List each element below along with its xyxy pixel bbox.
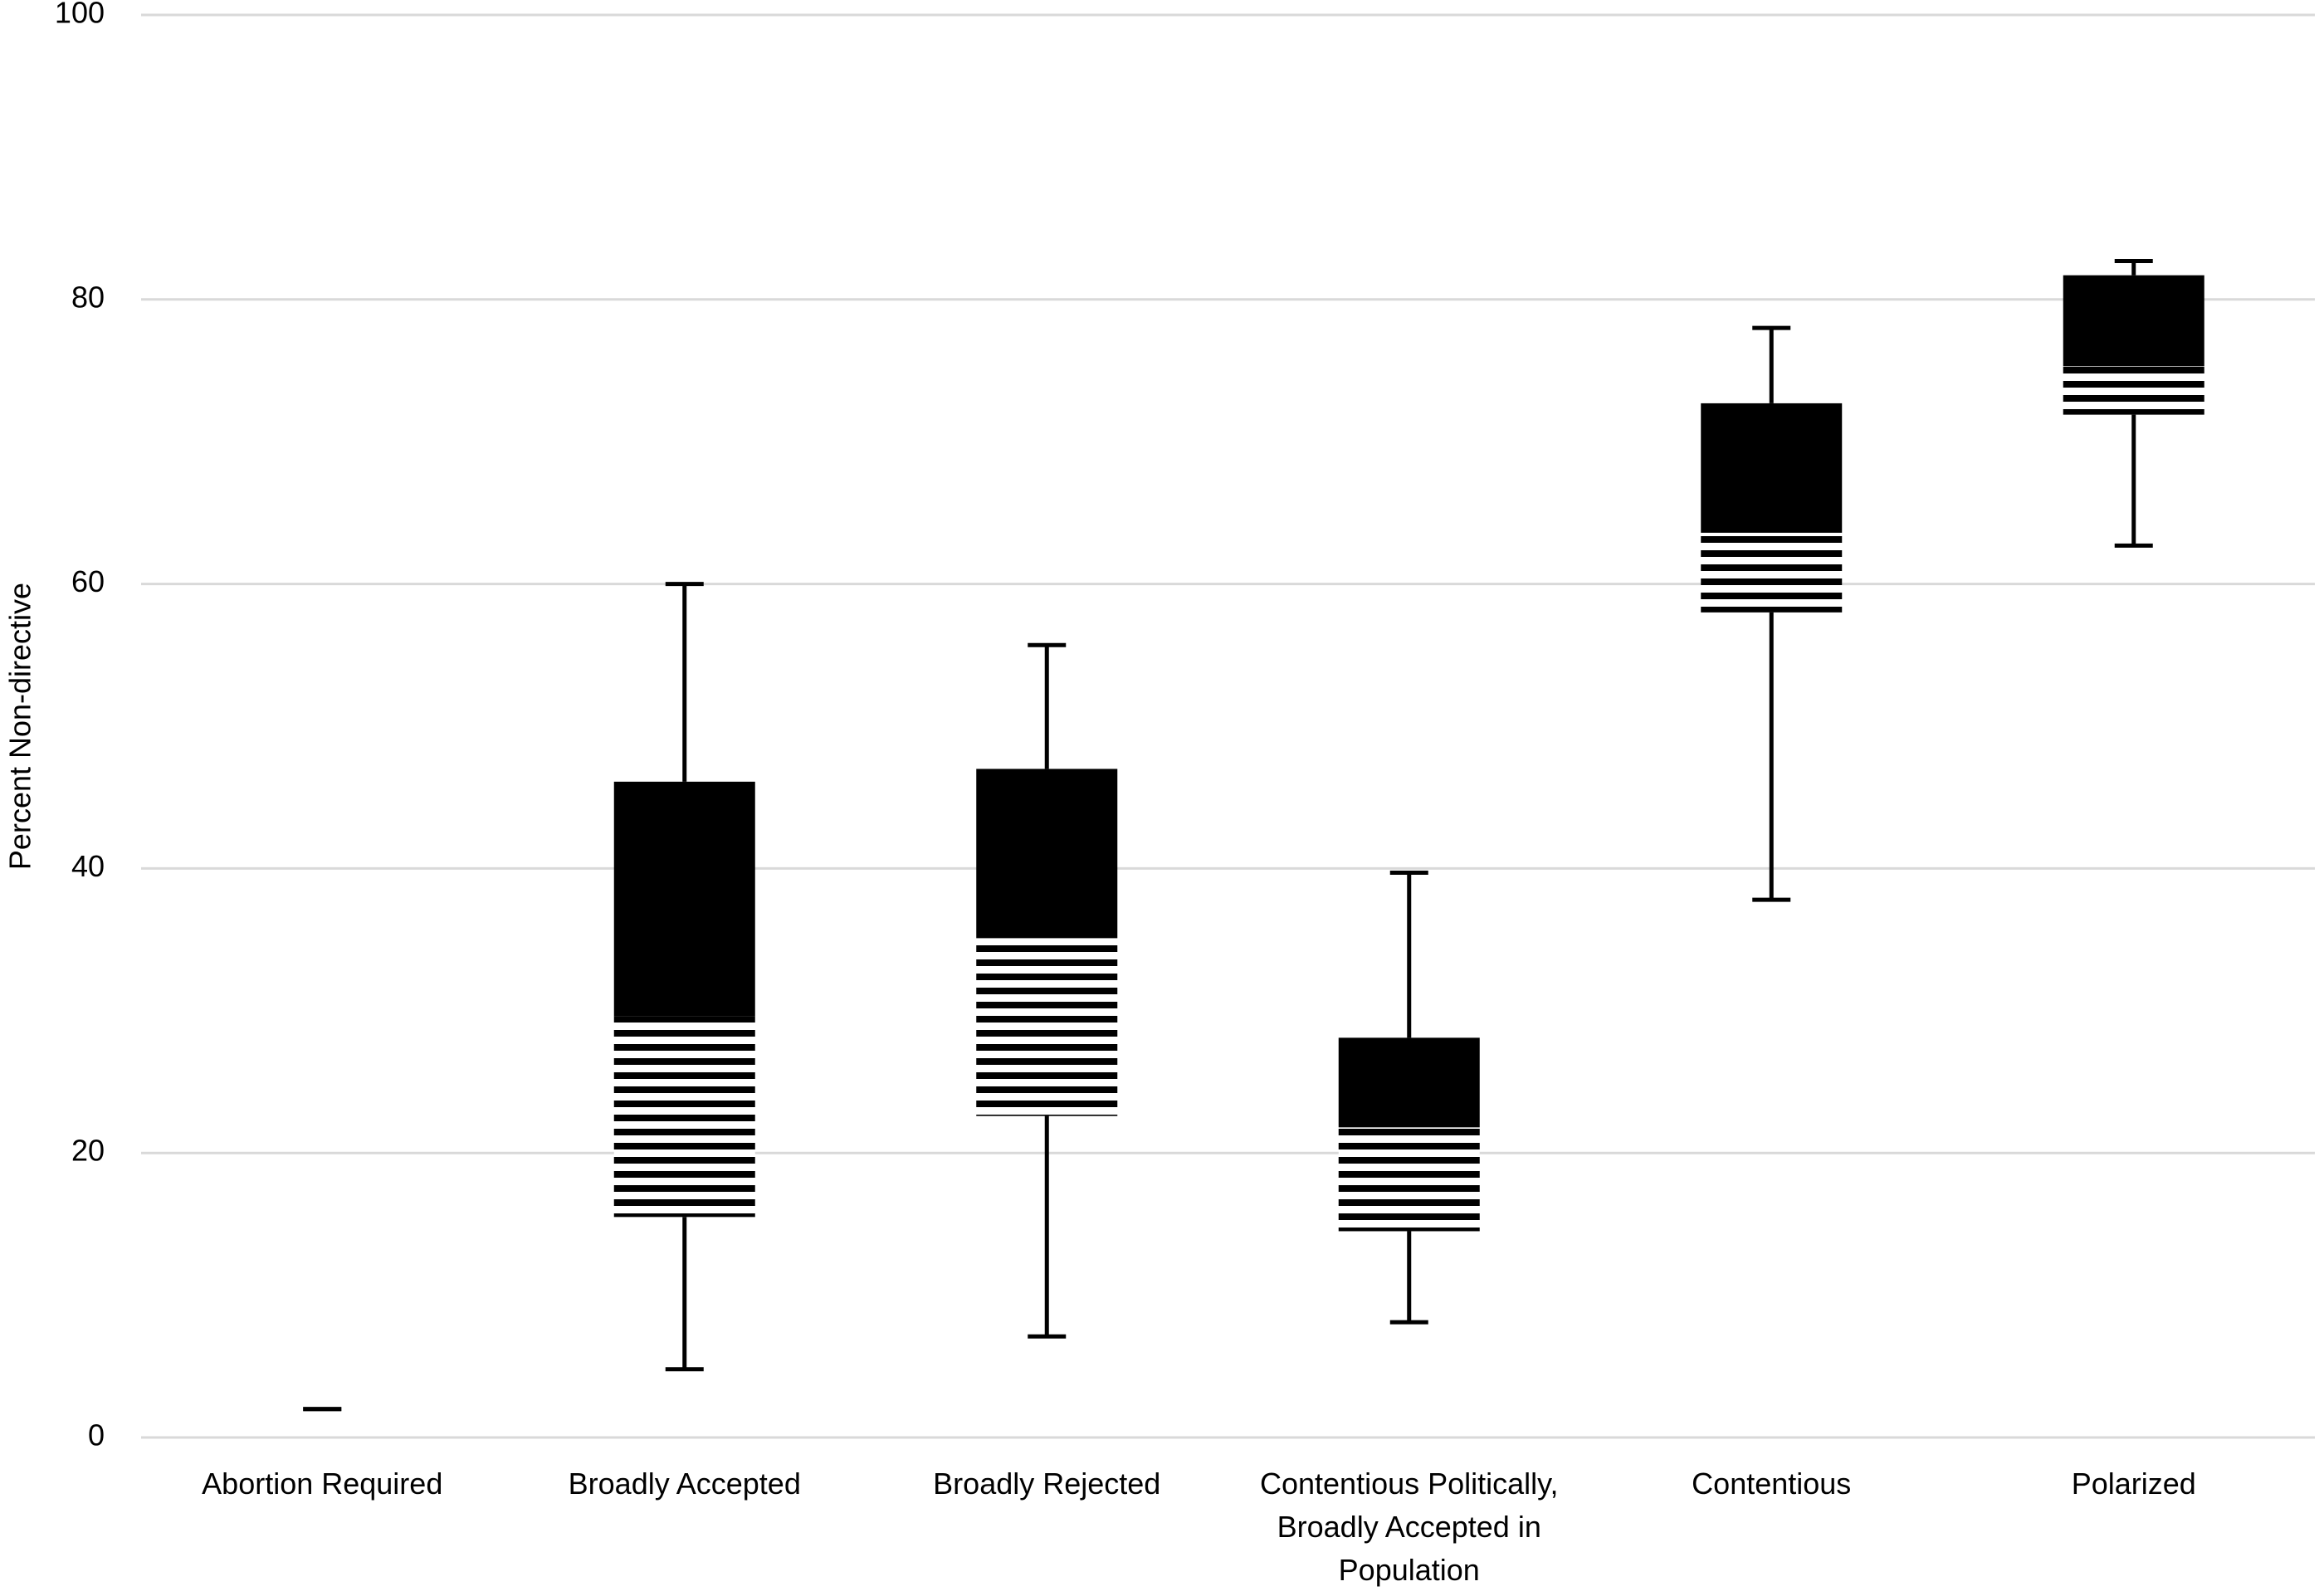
- x-tick-label: Abortion Required: [202, 1467, 443, 1501]
- box-lower: [2063, 366, 2204, 415]
- box-lower: [1701, 532, 1843, 613]
- box-upper: [613, 781, 755, 1017]
- y-tick-label: 40: [71, 849, 105, 883]
- x-tick-label: Contentious: [1692, 1467, 1852, 1501]
- box-lower: [976, 938, 1118, 1116]
- y-tick-label: 100: [55, 0, 105, 30]
- y-tick-label: 20: [71, 1134, 105, 1168]
- box-lower: [613, 1016, 755, 1218]
- box-upper: [976, 769, 1118, 939]
- x-tick-label: Broadly Rejected: [933, 1467, 1161, 1501]
- box-upper: [1701, 403, 1843, 533]
- box-upper: [2063, 275, 2204, 367]
- y-tick-label: 80: [71, 280, 105, 314]
- y-tick-label: 0: [88, 1418, 105, 1452]
- y-tick-label: 60: [71, 564, 105, 598]
- x-tick-label: Polarized: [2071, 1467, 2196, 1501]
- y-axis-title: Percent Non-directive: [3, 583, 37, 870]
- x-tick-label: Contentious Politically, Broadly Accepte…: [1259, 1467, 1559, 1587]
- box-upper: [1338, 1037, 1480, 1128]
- x-tick-label: Broadly Accepted: [568, 1467, 801, 1501]
- box-lower: [1338, 1127, 1480, 1232]
